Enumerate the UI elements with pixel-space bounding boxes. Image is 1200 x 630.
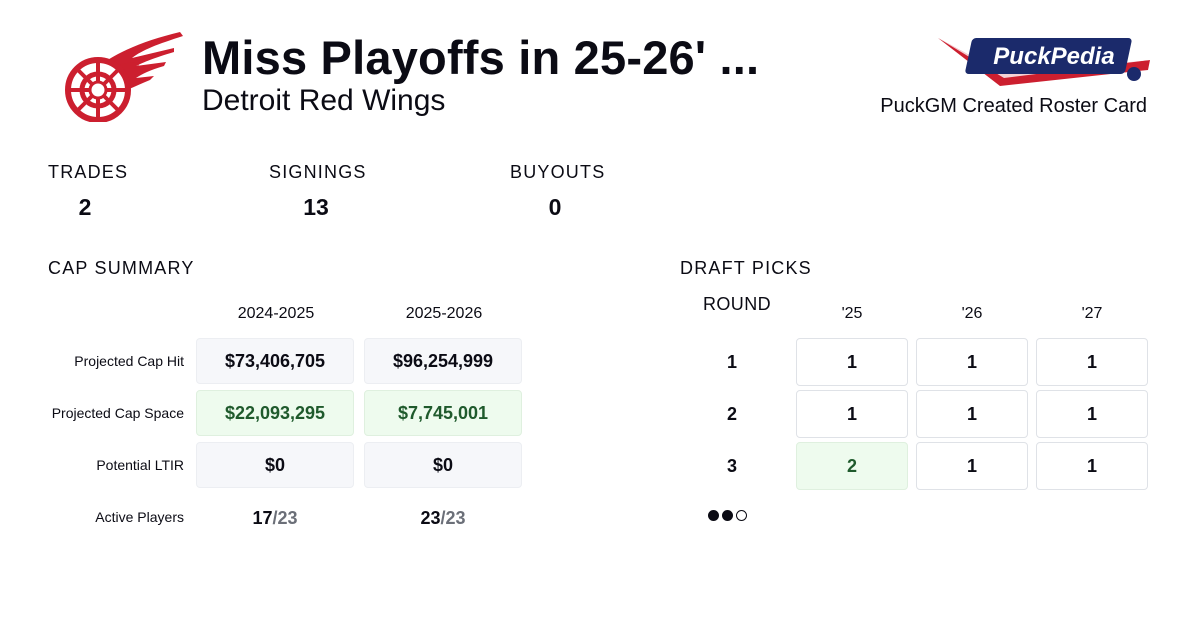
row-label-ltir: Potential LTIR — [96, 457, 184, 473]
active-count: 17 — [252, 508, 273, 528]
ltir-cell: $0 — [364, 442, 522, 488]
pagination-dot[interactable] — [736, 510, 747, 521]
year-header: '26 — [961, 305, 983, 322]
year-header: '27 — [1081, 305, 1103, 322]
pick-cell: 1 — [1036, 442, 1148, 490]
active-players-value: 17/23 — [196, 508, 354, 529]
stat-value-buyouts: 0 — [548, 194, 562, 220]
active-players-value: 23/23 — [364, 508, 522, 529]
stat-label-buyouts: BUYOUTS — [510, 162, 606, 182]
draft-picks-title: DRAFT PICKS — [680, 258, 812, 278]
pagination-dots — [708, 510, 747, 521]
year-header: '25 — [841, 305, 863, 322]
pick-cell: 1 — [916, 338, 1028, 386]
pick-cell: 2 — [796, 442, 908, 490]
brand-text: PuckPedia — [993, 43, 1114, 70]
round-number: 1 — [726, 352, 737, 372]
pick-cell: 1 — [916, 390, 1028, 438]
row-label-active-players: Active Players — [95, 509, 184, 525]
stat-label-signings: SIGNINGS — [269, 162, 367, 182]
pick-cell: 1 — [1036, 390, 1148, 438]
team-name: Detroit Red Wings — [202, 84, 446, 117]
round-header: ROUND — [703, 294, 771, 314]
pick-cell: 1 — [916, 442, 1028, 490]
active-max: /23 — [440, 508, 466, 528]
season-header: 2024-2025 — [237, 305, 315, 322]
pagination-dot[interactable] — [722, 510, 733, 521]
cap-hit-cell: $73,406,705 — [196, 338, 354, 384]
puckpedia-logo-icon: PuckPedia — [938, 38, 1150, 86]
pagination-dot[interactable] — [708, 510, 719, 521]
stat-label-trades: TRADES — [48, 162, 129, 182]
row-label-cap-space: Projected Cap Space — [51, 405, 184, 421]
active-max: /23 — [272, 508, 298, 528]
round-number: 3 — [726, 456, 737, 476]
pick-cell: 1 — [796, 390, 908, 438]
row-label-cap-hit: Projected Cap Hit — [74, 353, 184, 369]
stat-value-signings: 13 — [303, 194, 329, 220]
cap-space-cell: $22,093,295 — [196, 390, 354, 436]
red-wings-logo-icon — [65, 32, 183, 122]
page-title: Miss Playoffs in 25-26' ... — [202, 31, 760, 84]
roster-card-label: PuckGM Created Roster Card — [880, 95, 1147, 117]
stat-value-trades: 2 — [78, 194, 92, 220]
season-header: 2025-2026 — [405, 305, 483, 322]
pick-cell: 1 — [796, 338, 908, 386]
cap-summary-title: CAP SUMMARY — [48, 258, 195, 278]
active-count: 23 — [420, 508, 441, 528]
round-number: 2 — [726, 404, 737, 424]
cap-hit-cell: $96,254,999 — [364, 338, 522, 384]
cap-space-cell: $7,745,001 — [364, 390, 522, 436]
pick-cell: 1 — [1036, 338, 1148, 386]
ltir-cell: $0 — [196, 442, 354, 488]
